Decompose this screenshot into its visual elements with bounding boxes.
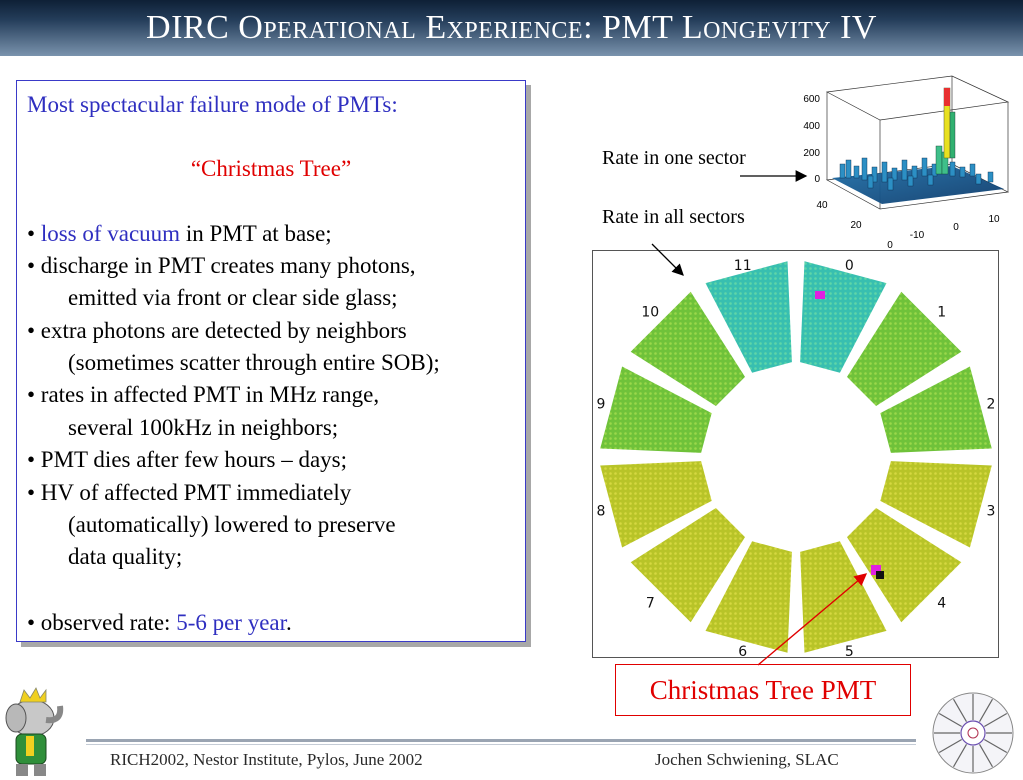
x-tick-minus10: -10 bbox=[910, 230, 925, 241]
sector-ring-display: 0 1 2 3 4 5 6 7 8 9 10 11 bbox=[592, 250, 999, 660]
bullet-loss-of-vacuum: • loss of vacuum in PMT at base; bbox=[27, 218, 332, 250]
bullet-hv-cont2: data quality; bbox=[68, 544, 183, 569]
logo-spoke bbox=[938, 738, 963, 754]
x-tick-0: 0 bbox=[953, 222, 959, 233]
sector-label-11: 11 bbox=[734, 258, 752, 274]
bullet-discharge-cont: emitted via front or clear side glass; bbox=[68, 285, 398, 310]
hot-pmt-marker bbox=[815, 291, 884, 579]
intro-text: Most spectacular failure mode of PMTs: bbox=[27, 92, 398, 117]
sector-label-0: 0 bbox=[845, 258, 854, 274]
babar-mascot-icon bbox=[5, 687, 64, 776]
sector-9 bbox=[600, 366, 712, 453]
observed-suffix: . bbox=[286, 610, 292, 635]
dirc-wheel-logo-icon bbox=[932, 692, 1014, 774]
christmas-tree-pmt-label: Christmas Tree PMT bbox=[615, 664, 911, 716]
bullet-pmt-dies: • PMT dies after few hours – days; bbox=[27, 447, 347, 472]
sector-label-8: 8 bbox=[597, 503, 606, 519]
bullet-rates-cont: several 100kHz in neighbors; bbox=[68, 415, 339, 440]
sector-11 bbox=[705, 261, 792, 373]
bullet-observed-rate: • observed rate: 5-6 per year. bbox=[27, 607, 292, 639]
footer-author: Jochen Schwiening, SLAC bbox=[655, 750, 839, 769]
christmas-tree-peak bbox=[943, 87, 956, 159]
y-tick-20: 20 bbox=[850, 220, 862, 231]
rate-one-sector-label: Rate in one sector bbox=[602, 147, 746, 169]
sector-label-3: 3 bbox=[987, 503, 996, 519]
observed-value: 5-6 per year bbox=[176, 610, 287, 635]
z-tick-600: 600 bbox=[803, 94, 820, 105]
z-tick-200: 200 bbox=[803, 148, 820, 159]
sector-label-6: 6 bbox=[738, 644, 747, 657]
y-tick-0: 0 bbox=[887, 240, 893, 250]
observed-prefix: • observed rate: bbox=[27, 610, 177, 635]
lego-plot: 600 400 200 0 40 20 0 -10 0 10 bbox=[803, 75, 1010, 250]
sector-0 bbox=[800, 261, 887, 373]
loss-of-vacuum-highlight: loss of vacuum bbox=[40, 221, 181, 246]
sector-10 bbox=[630, 291, 745, 406]
slide-title: DIRC Operational Experience: PMT Longevi… bbox=[146, 9, 877, 46]
footer-rule-thin bbox=[86, 744, 916, 745]
x-tick-10: 10 bbox=[988, 214, 1000, 225]
sector-4 bbox=[847, 508, 962, 623]
bullet-hv-cont1: (automatically) lowered to preserve bbox=[68, 512, 396, 537]
bullet-rates: • rates in affected PMT in MHz range, bbox=[27, 382, 380, 407]
plot-frame bbox=[825, 75, 1010, 210]
logo-spoke bbox=[983, 712, 1008, 728]
bullet-hv: • HV of affected PMT immediately bbox=[27, 480, 352, 505]
sector-label-2: 2 bbox=[987, 397, 996, 413]
footer-conference: RICH2002, Nestor Institute, Pylos, June … bbox=[110, 750, 423, 769]
sector-label-1: 1 bbox=[937, 304, 946, 320]
footer-rule bbox=[86, 739, 916, 742]
sector-label-9: 9 bbox=[597, 397, 606, 413]
sector-2 bbox=[880, 366, 992, 453]
sector-1 bbox=[847, 291, 962, 406]
logo-spoke bbox=[978, 698, 994, 723]
sector-8 bbox=[600, 461, 712, 548]
logo-spoke bbox=[952, 698, 968, 723]
y-tick-40: 40 bbox=[816, 200, 828, 211]
logo-spoke bbox=[938, 712, 963, 728]
bullet-extra-photons: • extra photons are detected by neighbor… bbox=[27, 318, 407, 343]
title-bar bbox=[0, 0, 1023, 56]
bullet-rest: in PMT at base; bbox=[180, 221, 332, 246]
bullet-extra-photons-cont: (sometimes scatter through entire SOB); bbox=[68, 350, 440, 375]
bullet-mark: • bbox=[27, 221, 36, 246]
sector-7 bbox=[630, 508, 745, 623]
sector-3 bbox=[880, 461, 992, 548]
description-box: Most spectacular failure mode of PMTs: “… bbox=[16, 80, 526, 642]
logo-spoke bbox=[983, 738, 1008, 754]
bullet-discharge: • discharge in PMT creates many photons, bbox=[27, 253, 416, 278]
sector-ring-svg: 0 1 2 3 4 5 6 7 8 9 10 11 bbox=[597, 258, 996, 660]
z-tick-0: 0 bbox=[814, 174, 820, 185]
sector-label-4: 4 bbox=[937, 596, 946, 612]
rate-all-sectors-label: Rate in all sectors bbox=[602, 206, 745, 228]
logo-spoke bbox=[978, 743, 994, 768]
sector-label-7: 7 bbox=[646, 596, 655, 612]
logo-spoke bbox=[952, 743, 968, 768]
sector-label-5: 5 bbox=[845, 644, 854, 657]
z-tick-400: 400 bbox=[803, 121, 820, 132]
christmas-tree-heading: “Christmas Tree” bbox=[190, 156, 352, 181]
sector-label-10: 10 bbox=[641, 304, 659, 320]
